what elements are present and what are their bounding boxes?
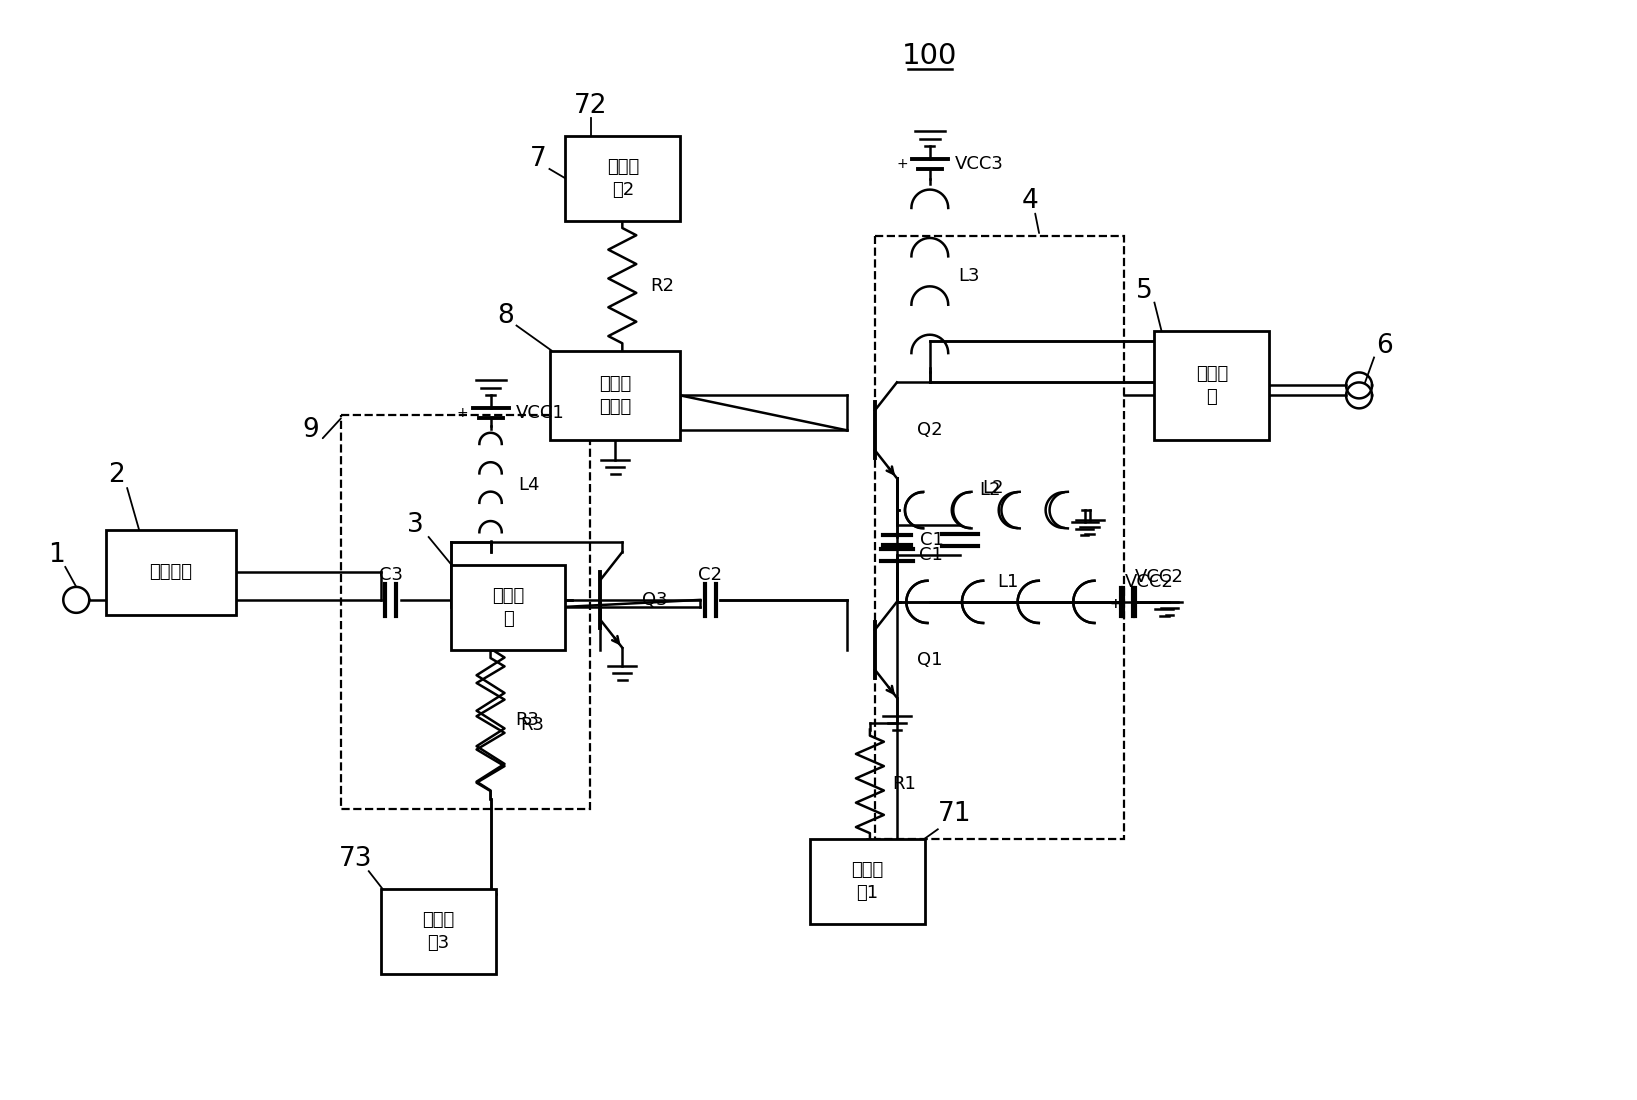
Text: R1: R1 xyxy=(892,776,915,793)
Bar xyxy=(874,235,1125,839)
Bar xyxy=(565,136,681,221)
Text: C1: C1 xyxy=(920,531,943,549)
Text: 偏置电
路3: 偏置电 路3 xyxy=(422,911,455,953)
Text: 输入匹配: 输入匹配 xyxy=(149,563,193,582)
Text: 3: 3 xyxy=(408,513,424,538)
Text: 偏置电
路1: 偏置电 路1 xyxy=(851,861,884,902)
Text: 9: 9 xyxy=(303,417,319,443)
Text: Q2: Q2 xyxy=(917,421,943,439)
Text: L2: L2 xyxy=(979,481,1000,499)
Text: 2: 2 xyxy=(108,462,124,488)
Text: 4: 4 xyxy=(1021,188,1038,213)
Text: L3: L3 xyxy=(958,266,979,285)
Text: R2: R2 xyxy=(650,277,674,295)
Text: 8: 8 xyxy=(498,302,514,329)
Text: +: + xyxy=(1110,597,1121,611)
Bar xyxy=(106,530,236,615)
Text: C2: C2 xyxy=(699,565,722,584)
Text: 输出匹
配: 输出匹 配 xyxy=(1195,364,1228,406)
Text: L4: L4 xyxy=(519,476,540,494)
Text: VCC2: VCC2 xyxy=(1125,573,1174,591)
Text: VCC3: VCC3 xyxy=(954,155,1003,173)
Bar xyxy=(550,351,681,440)
Text: 1: 1 xyxy=(47,542,65,568)
Text: 6: 6 xyxy=(1375,332,1393,359)
Bar xyxy=(340,416,591,810)
Text: +: + xyxy=(895,157,909,170)
Text: 72: 72 xyxy=(573,94,607,119)
Bar xyxy=(810,839,925,924)
Bar xyxy=(1154,331,1269,440)
Text: 7: 7 xyxy=(530,146,547,172)
Text: VCC1: VCC1 xyxy=(516,405,565,422)
Text: 偏置电
路2: 偏置电 路2 xyxy=(607,157,638,199)
Text: 73: 73 xyxy=(339,846,373,872)
Text: C3: C3 xyxy=(378,565,403,584)
Text: Q3: Q3 xyxy=(642,591,668,609)
Text: R3: R3 xyxy=(521,716,545,734)
Text: 偏置匹
配电路: 偏置匹 配电路 xyxy=(599,375,632,416)
Text: 级间匹
配: 级间匹 配 xyxy=(491,586,524,628)
Text: +: + xyxy=(1110,597,1121,611)
Text: L2: L2 xyxy=(982,480,1003,497)
Bar xyxy=(381,889,496,974)
Text: Q1: Q1 xyxy=(917,651,943,669)
Text: +: + xyxy=(457,406,468,420)
Text: VCC2: VCC2 xyxy=(1134,568,1184,586)
Text: L1: L1 xyxy=(997,573,1018,591)
Text: R3: R3 xyxy=(516,711,540,728)
Bar xyxy=(450,565,565,650)
Text: 5: 5 xyxy=(1136,277,1152,304)
Text: 71: 71 xyxy=(938,801,971,827)
Text: C1: C1 xyxy=(918,546,943,564)
Text: 100: 100 xyxy=(902,42,958,70)
